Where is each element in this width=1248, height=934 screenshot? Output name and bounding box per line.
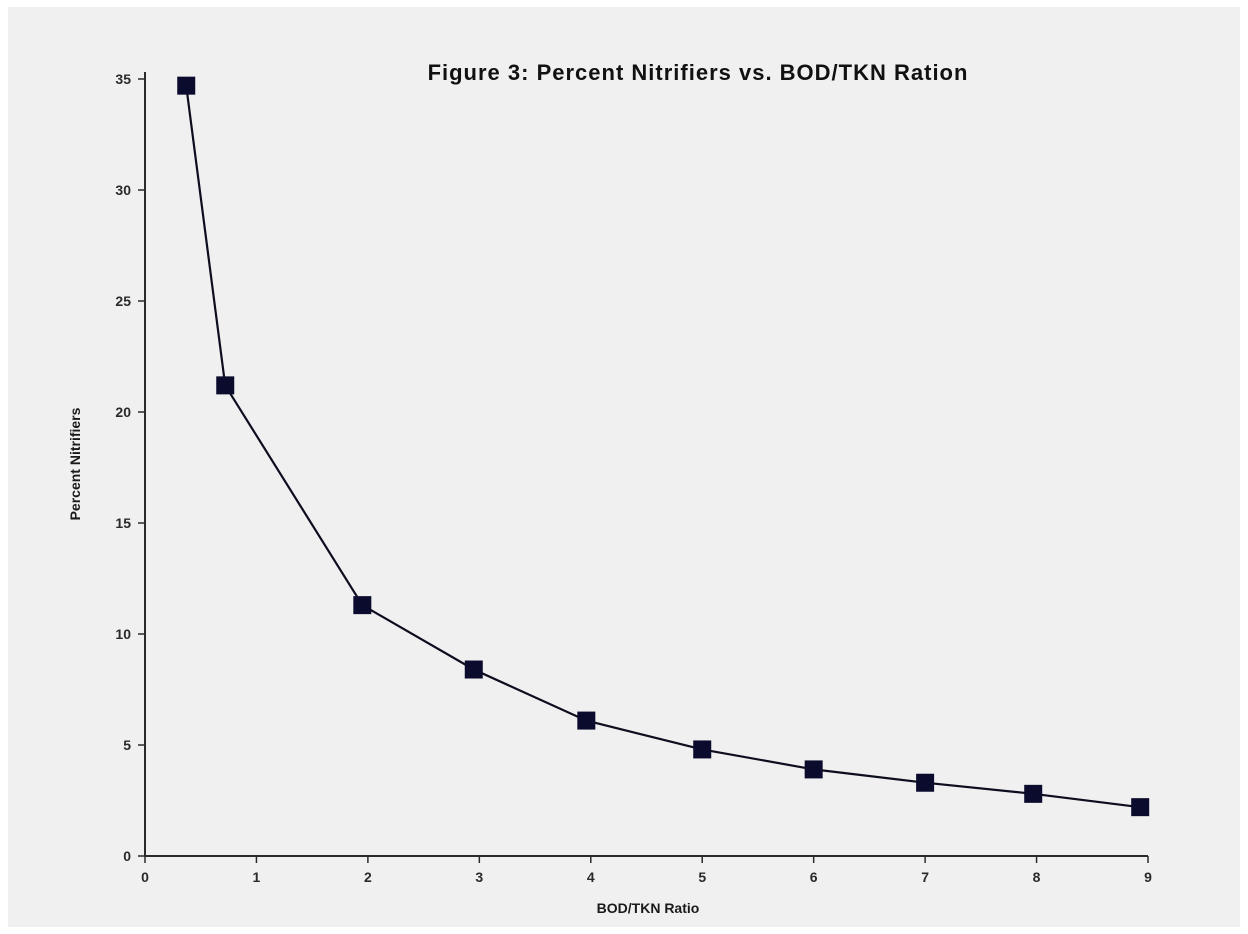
data-point-marker bbox=[1131, 798, 1150, 817]
data-point-marker bbox=[804, 760, 823, 779]
axes bbox=[144, 72, 1148, 857]
x-tick-label: 5 bbox=[698, 869, 706, 885]
axis-ticks: 0 1 2 3 4 5 6 7 8 9 0 5 10 15 20 25 30 35 bbox=[115, 71, 1152, 885]
data-point-marker bbox=[916, 773, 935, 792]
line-chart: Figure 3: Percent Nitrifiers vs. BOD/TKN… bbox=[67, 60, 1152, 916]
y-tick-label: 10 bbox=[115, 626, 131, 642]
y-tick-label: 20 bbox=[115, 404, 131, 420]
chart-title: Figure 3: Percent Nitrifiers vs. BOD/TKN… bbox=[428, 60, 969, 85]
x-tick-label: 6 bbox=[810, 869, 818, 885]
data-point-marker bbox=[693, 740, 712, 759]
data-point-marker bbox=[177, 76, 196, 95]
y-tick-label: 0 bbox=[123, 848, 131, 864]
x-tick-label: 3 bbox=[475, 869, 483, 885]
data-point-marker bbox=[464, 660, 483, 679]
chart-figure: Figure 3: Percent Nitrifiers vs. BOD/TKN… bbox=[8, 7, 1240, 927]
data-point-marker bbox=[216, 376, 235, 395]
y-tick-label: 30 bbox=[115, 182, 131, 198]
x-tick-label: 4 bbox=[587, 869, 595, 885]
data-point-marker bbox=[1024, 784, 1043, 803]
data-point-marker bbox=[577, 711, 596, 730]
x-tick-label: 0 bbox=[141, 869, 149, 885]
x-tick-label: 2 bbox=[364, 869, 372, 885]
x-tick-label: 1 bbox=[253, 869, 261, 885]
x-tick-label: 8 bbox=[1033, 869, 1041, 885]
series-line bbox=[185, 85, 1141, 809]
x-tick-label: 7 bbox=[921, 869, 929, 885]
data-series bbox=[177, 76, 1150, 817]
y-tick-label: 25 bbox=[115, 293, 131, 309]
x-axis-title: BOD/TKN Ratio bbox=[597, 900, 700, 916]
y-tick-label: 35 bbox=[115, 71, 131, 87]
y-tick-label: 15 bbox=[115, 515, 131, 531]
y-axis-title: Percent Nitrifiers bbox=[67, 407, 83, 520]
y-tick-label: 5 bbox=[123, 737, 131, 753]
x-tick-label: 9 bbox=[1144, 869, 1152, 885]
data-point-marker bbox=[353, 596, 372, 615]
